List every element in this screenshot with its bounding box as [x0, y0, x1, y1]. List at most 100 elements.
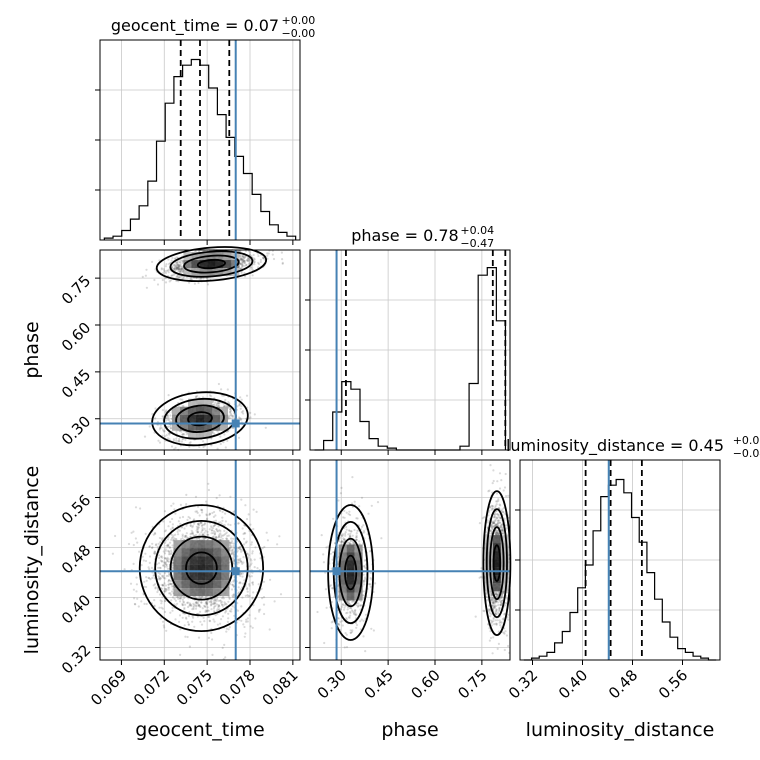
scatter-point-geocent_time-phase — [160, 267, 163, 270]
scatter-point-geocent_time-luminosity_distance — [132, 543, 135, 547]
scatter-point-geocent_time-phase — [178, 268, 181, 271]
scatter-point-geocent_time-luminosity_distance — [169, 553, 172, 556]
scatter-point-phase-luminosity_distance — [349, 614, 352, 617]
scatter-point-geocent_time-luminosity_distance — [165, 563, 168, 566]
scatter-point-geocent_time-luminosity_distance — [206, 609, 210, 612]
scatter-point-geocent_time-phase — [156, 283, 160, 286]
scatter-point-geocent_time-luminosity_distance — [186, 536, 189, 539]
scatter-point-geocent_time-luminosity_distance — [221, 646, 224, 650]
scatter-point-geocent_time-luminosity_distance — [259, 557, 262, 560]
scatter-point-geocent_time-phase — [210, 395, 213, 398]
scatter-point-geocent_time-luminosity_distance — [239, 581, 242, 584]
scatter-point-geocent_time-luminosity_distance — [161, 584, 164, 587]
scatter-point-geocent_time-luminosity_distance — [195, 601, 198, 604]
scatter-point-geocent_time-luminosity_distance — [161, 596, 164, 599]
scatter-point-geocent_time-luminosity_distance — [208, 620, 212, 623]
scatter-point-geocent_time-luminosity_distance — [183, 624, 186, 627]
scatter-point-geocent_time-luminosity_distance — [213, 532, 216, 536]
scatter-point-geocent_time-luminosity_distance — [173, 508, 176, 511]
scatter-point-geocent_time-phase — [224, 398, 227, 402]
scatter-point-geocent_time-luminosity_distance — [248, 565, 251, 568]
scatter-point-geocent_time-phase — [180, 275, 183, 278]
scatter-point-geocent_time-luminosity_distance — [169, 582, 172, 585]
scatter-point-geocent_time-luminosity_distance — [236, 558, 240, 561]
scatter-point-geocent_time-luminosity_distance — [192, 605, 195, 608]
scatter-point-geocent_time-luminosity_distance — [203, 620, 206, 623]
scatter-point-geocent_time-luminosity_distance — [182, 601, 185, 604]
scatter-point-geocent_time-phase — [212, 400, 215, 403]
scatter-point-geocent_time-luminosity_distance — [178, 600, 182, 603]
scatter-point-geocent_time-luminosity_distance — [226, 620, 229, 624]
scatter-point-geocent_time-luminosity_distance — [244, 541, 247, 544]
scatter-point-geocent_time-luminosity_distance — [183, 608, 186, 611]
scatter-point-geocent_time-phase — [197, 281, 200, 285]
scatter-point-geocent_time-luminosity_distance — [191, 620, 194, 623]
scatter-point-geocent_time-phase — [175, 430, 178, 433]
scatter-point-geocent_time-phase — [181, 432, 185, 436]
scatter-point-geocent_time-luminosity_distance — [201, 527, 204, 530]
scatter-point-geocent_time-luminosity_distance — [224, 512, 227, 515]
scatter-point-geocent_time-luminosity_distance — [148, 561, 151, 565]
scatter-point-geocent_time-luminosity_distance — [196, 531, 199, 534]
scatter-point-geocent_time-luminosity_distance — [167, 580, 170, 583]
scatter-point-geocent_time-luminosity_distance — [171, 544, 174, 547]
scatter-point-geocent_time-phase — [214, 401, 217, 404]
scatter-point-geocent_time-phase — [177, 267, 180, 270]
scatter-point-geocent_time-luminosity_distance — [224, 520, 227, 523]
scatter-point-geocent_time-luminosity_distance — [123, 568, 126, 571]
scatter-point-geocent_time-luminosity_distance — [232, 585, 235, 588]
scatter-point-geocent_time-luminosity_distance — [212, 618, 215, 621]
scatter-point-geocent_time-phase — [177, 405, 181, 408]
scatter-point-geocent_time-luminosity_distance — [145, 579, 148, 582]
scatter-point-geocent_time-luminosity_distance — [222, 597, 225, 600]
scatter-point-geocent_time-luminosity_distance — [205, 513, 208, 516]
scatter-point-geocent_time-luminosity_distance — [239, 545, 242, 548]
scatter-point-geocent_time-luminosity_distance — [137, 605, 140, 608]
scatter-point-geocent_time-luminosity_distance — [170, 583, 173, 586]
scatter-point-geocent_time-luminosity_distance — [241, 575, 244, 578]
scatter-point-geocent_time-luminosity_distance — [173, 537, 176, 540]
scatter-point-geocent_time-phase — [240, 257, 243, 260]
scatter-point-geocent_time-luminosity_distance — [171, 517, 174, 521]
scatter-point-geocent_time-luminosity_distance — [203, 538, 206, 541]
scatter-point-geocent_time-luminosity_distance — [205, 610, 209, 613]
scatter-point-geocent_time-luminosity_distance — [210, 529, 213, 532]
scatter-point-geocent_time-luminosity_distance — [162, 564, 165, 567]
scatter-point-geocent_time-phase — [237, 436, 241, 439]
scatter-point-geocent_time-luminosity_distance — [134, 537, 137, 540]
scatter-point-geocent_time-luminosity_distance — [145, 576, 148, 579]
scatter-point-geocent_time-luminosity_distance — [201, 595, 204, 598]
scatter-point-geocent_time-phase — [243, 256, 246, 259]
scatter-point-geocent_time-phase — [242, 255, 245, 258]
scatter-point-geocent_time-luminosity_distance — [181, 602, 184, 605]
scatter-point-geocent_time-luminosity_distance — [251, 581, 254, 584]
scatter-point-geocent_time-phase — [180, 269, 183, 272]
scatter-point-geocent_time-luminosity_distance — [231, 548, 234, 551]
scatter-point-geocent_time-luminosity_distance — [148, 568, 151, 571]
scatter-point-geocent_time-luminosity_distance — [158, 556, 161, 560]
scatter-point-geocent_time-luminosity_distance — [150, 546, 154, 550]
scatter-point-geocent_time-phase — [181, 259, 184, 262]
scatter-point-geocent_time-luminosity_distance — [250, 541, 253, 544]
scatter-point-geocent_time-phase — [181, 398, 184, 401]
scatter-point-geocent_time-luminosity_distance — [160, 606, 163, 609]
scatter-point-geocent_time-luminosity_distance — [178, 529, 181, 532]
scatter-point-geocent_time-phase — [178, 275, 181, 279]
scatter-point-geocent_time-phase — [167, 394, 170, 397]
scatter-point-geocent_time-phase — [158, 428, 161, 431]
scatter-point-geocent_time-luminosity_distance — [205, 514, 208, 517]
scatter-point-geocent_time-luminosity_distance — [213, 602, 216, 605]
scatter-point-geocent_time-luminosity_distance — [242, 561, 245, 564]
scatter-point-geocent_time-luminosity_distance — [170, 583, 173, 586]
scatter-point-geocent_time-luminosity_distance — [171, 596, 175, 599]
scatter-point-geocent_time-phase — [181, 265, 184, 268]
scatter-point-geocent_time-luminosity_distance — [127, 542, 131, 546]
scatter-point-geocent_time-luminosity_distance — [227, 628, 230, 631]
scatter-point-geocent_time-phase — [231, 426, 234, 430]
scatter-point-geocent_time-phase — [243, 260, 246, 263]
scatter-point-geocent_time-luminosity_distance — [206, 533, 209, 537]
scatter-point-geocent_time-phase — [241, 410, 245, 413]
scatter-point-geocent_time-luminosity_distance — [205, 601, 208, 605]
scatter-point-geocent_time-luminosity_distance — [239, 557, 242, 560]
scatter-point-geocent_time-phase — [249, 266, 252, 269]
